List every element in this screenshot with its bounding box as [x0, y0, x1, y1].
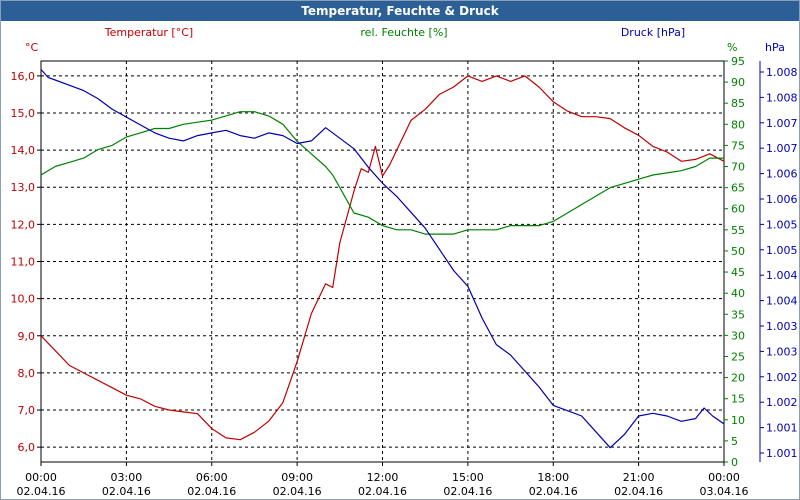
- time-tick-label: 00:00: [25, 471, 57, 484]
- grid: [41, 61, 724, 462]
- temperature-tick-label: 9,0: [18, 330, 36, 343]
- pressure-axis-title: Druck [hPa]: [621, 26, 685, 39]
- temperature-axis-title: Temperatur [°C]: [104, 26, 193, 39]
- humidity-axis: 0 5 10 15 20 25 30 35 40 45 50 55 60 65 70 75 80 85 90 95: [724, 55, 745, 469]
- humidity-tick-label: 10: [731, 414, 745, 427]
- time-tick-label: 03:00: [111, 471, 143, 484]
- humidity-tick-label: 50: [731, 245, 745, 258]
- temperature-tick-label: 10,0: [11, 293, 36, 306]
- time-tick-label: 06:00: [196, 471, 228, 484]
- humidity-tick-label: 45: [731, 266, 745, 279]
- pressure-axis: 1.001 1.001 1.002 1.002 1.003 1.003 1.004 1.004…: [759, 61, 798, 462]
- pressure-tick-label: 1.008: [766, 91, 798, 104]
- pressure-tick-label: 1.001: [766, 447, 798, 460]
- humidity-tick-label: 80: [731, 118, 745, 131]
- temperature-tick-label: 6,0: [18, 441, 36, 454]
- date-tick-label: 02.04.16: [529, 485, 578, 498]
- humidity-tick-label: 0: [731, 456, 738, 469]
- temperature-tick-label: 15,0: [11, 107, 36, 120]
- temperature-unit-label: °C: [25, 41, 39, 54]
- pressure-tick-label: 1.002: [766, 396, 798, 409]
- pressure-tick-label: 1.003: [766, 345, 798, 358]
- humidity-tick-label: 15: [731, 393, 745, 406]
- date-tick-label: 02.04.16: [614, 485, 663, 498]
- date-tick-label: 02.04.16: [17, 485, 66, 498]
- temperature-tick-label: 7,0: [18, 404, 36, 417]
- humidity-axis-title: rel. Feuchte [%]: [360, 26, 447, 39]
- humidity-tick-label: 85: [731, 97, 745, 110]
- humidity-tick-label: 55: [731, 224, 745, 237]
- time-tick-label: 15:00: [452, 471, 484, 484]
- humidity-tick-label: 40: [731, 287, 745, 300]
- pressure-tick-label: 1.005: [766, 218, 798, 231]
- date-tick-label: 02.04.16: [443, 485, 492, 498]
- pressure-unit-label: hPa: [765, 41, 785, 54]
- time-tick-label: 21:00: [623, 471, 655, 484]
- humidity-tick-label: 30: [731, 329, 745, 342]
- pressure-tick-label: 1.003: [766, 320, 798, 333]
- temperature-tick-label: 14,0: [11, 144, 36, 157]
- series-line-temperature: [40, 75, 725, 441]
- humidity-unit-label: %: [727, 41, 737, 54]
- pressure-tick-label: 1.001: [766, 422, 798, 435]
- humidity-tick-label: 20: [731, 372, 745, 385]
- date-tick-label: 03.04.16: [700, 485, 749, 498]
- date-tick-label: 02.04.16: [102, 485, 151, 498]
- series-line-humidity: [40, 111, 724, 235]
- humidity-tick-label: 25: [731, 350, 745, 363]
- temperature-tick-label: 11,0: [11, 256, 36, 269]
- pressure-tick-label: 1.007: [766, 142, 798, 155]
- temperature-tick-label: 12,0: [11, 218, 36, 231]
- temperature-tick-label: 16,0: [11, 70, 36, 83]
- humidity-tick-label: 95: [731, 55, 745, 68]
- time-tick-label: 12:00: [367, 471, 399, 484]
- temperature-axis: 6,0 7,0 8,0 9,0 10,0 11,0 12,0 13,0 14,0 15,0 16,0: [11, 70, 41, 454]
- series-layer: [40, 69, 725, 449]
- temperature-tick-label: 8,0: [18, 367, 36, 380]
- date-tick-label: 02.04.16: [187, 485, 236, 498]
- temperature-tick-label: 13,0: [11, 181, 36, 194]
- time-tick-label: 18:00: [537, 471, 569, 484]
- time-tick-label: 00:00: [708, 471, 740, 484]
- humidity-tick-label: 75: [731, 139, 745, 152]
- time-tick-label: 09:00: [281, 471, 313, 484]
- humidity-tick-label: 60: [731, 203, 745, 216]
- date-tick-label: 02.04.16: [273, 485, 322, 498]
- date-tick-label: 02.04.16: [358, 485, 407, 498]
- pressure-tick-label: 1.007: [766, 117, 798, 130]
- series-line-pressure: [40, 69, 725, 449]
- pressure-tick-label: 1.004: [766, 269, 798, 282]
- humidity-tick-label: 65: [731, 182, 745, 195]
- pressure-tick-label: 1.002: [766, 371, 798, 384]
- window-title: Temperatur, Feuchte & Druck: [1, 1, 799, 21]
- humidity-tick-label: 5: [731, 435, 738, 448]
- humidity-tick-label: 70: [731, 161, 745, 174]
- pressure-tick-label: 1.004: [766, 295, 798, 308]
- pressure-tick-label: 1.008: [766, 66, 798, 79]
- pressure-tick-label: 1.006: [766, 193, 798, 206]
- pressure-tick-label: 1.005: [766, 244, 798, 257]
- pressure-tick-label: 1.006: [766, 168, 798, 181]
- humidity-tick-label: 90: [731, 76, 745, 89]
- time-axis: 00:0002.04.1603:0002.04.1606:0002.04.160…: [17, 462, 749, 498]
- humidity-tick-label: 35: [731, 308, 745, 321]
